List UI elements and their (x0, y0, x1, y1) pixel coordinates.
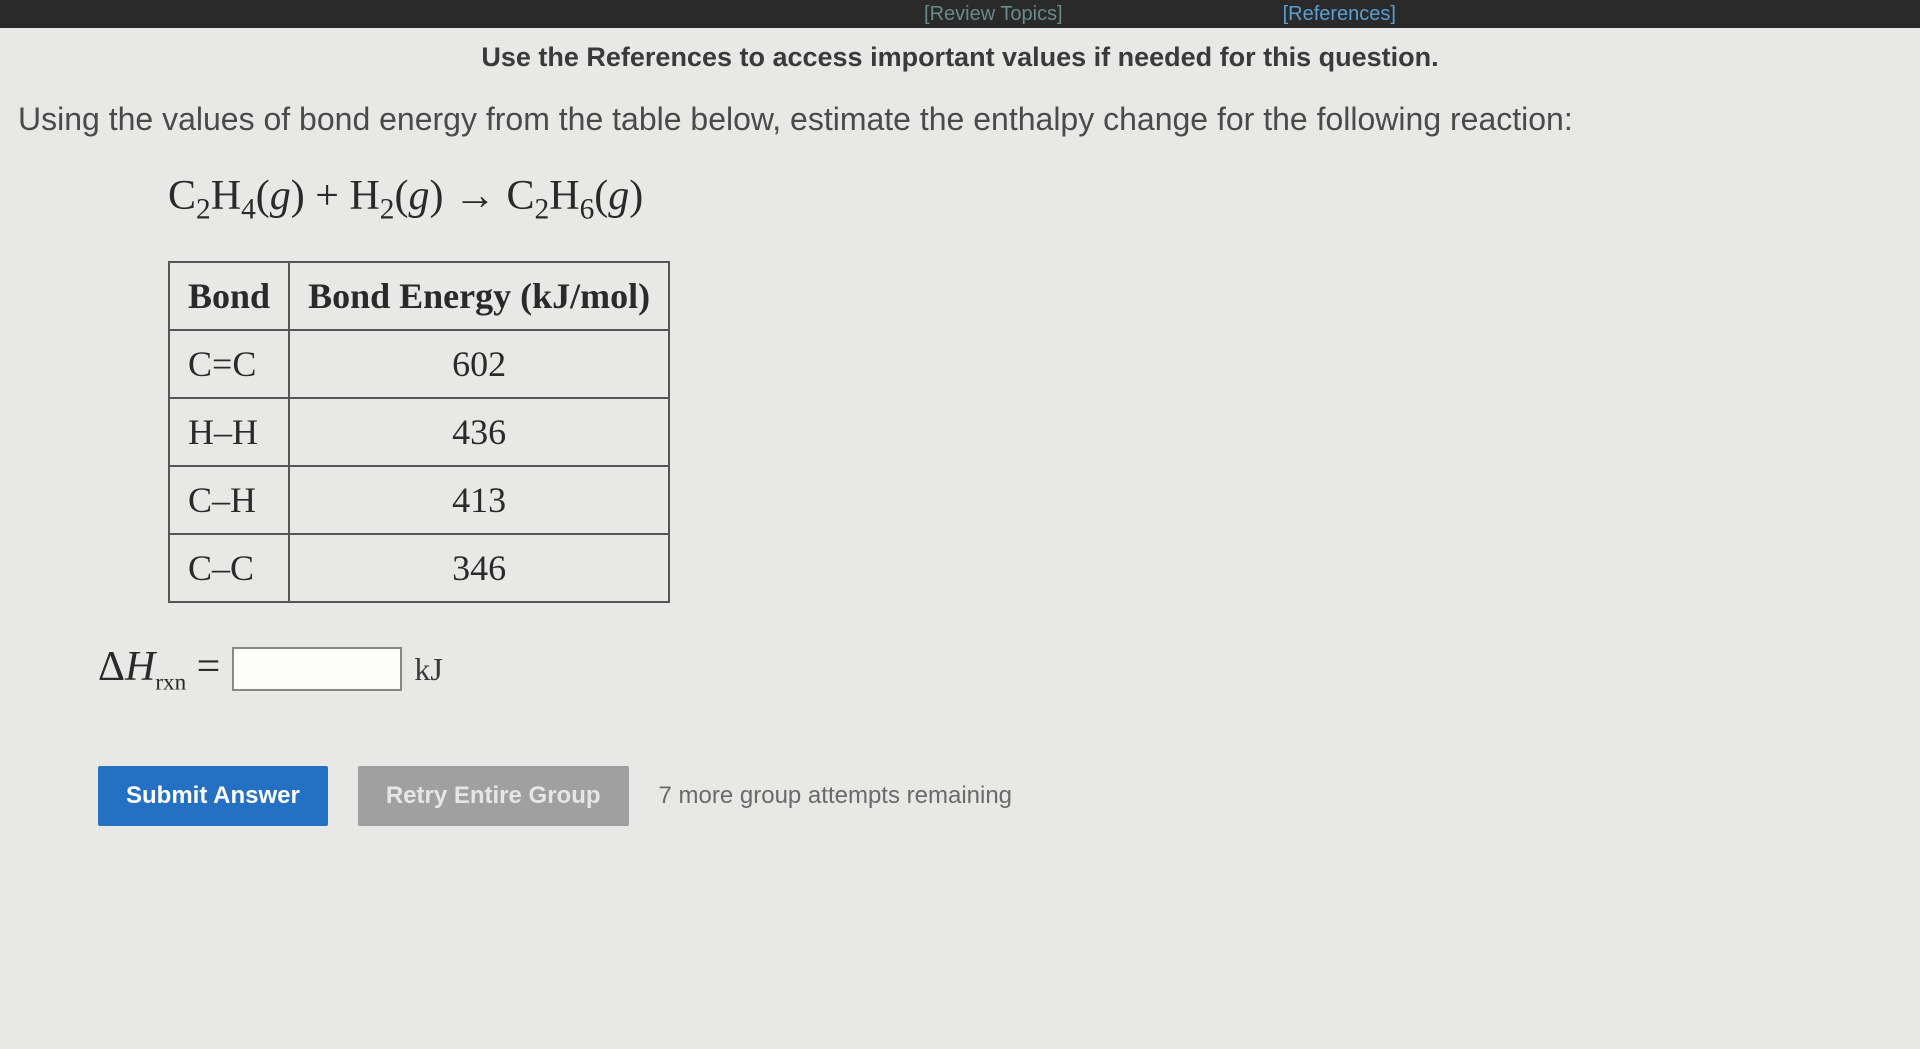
reactant1-sub2: 4 (241, 193, 256, 225)
bond-cell: H–H (169, 398, 289, 466)
reactant2-sub: 2 (380, 193, 395, 225)
energy-cell: 602 (289, 330, 669, 398)
answer-row: ΔHrxn = kJ (98, 643, 1902, 695)
topbar: [Review Topics] [References] (0, 0, 1920, 28)
table-row: C–H 413 (169, 466, 669, 534)
bond-cell: C=C (169, 330, 289, 398)
product-sub1: 2 (535, 193, 550, 225)
rxn-subscript: rxn (155, 669, 186, 695)
bond-cell: C–H (169, 466, 289, 534)
reactant1-c: C (168, 173, 196, 219)
product-sub2: 6 (580, 193, 595, 225)
enthalpy-input[interactable] (232, 647, 402, 691)
reactant1-h: H (211, 173, 241, 219)
unit-label: kJ (414, 651, 442, 688)
question-content: Using the values of bond energy from the… (0, 87, 1920, 836)
delta-h-label: ΔHrxn = (98, 643, 220, 695)
energy-cell: 413 (289, 466, 669, 534)
reaction-equation: C2H4(g) + H2(g) → C2H6(g) (168, 172, 1902, 226)
review-topics-link[interactable]: [Review Topics] (924, 3, 1063, 26)
h-symbol: H (125, 644, 155, 690)
table-row: C=C 602 (169, 330, 669, 398)
bond-energy-table: Bond Bond Energy (kJ/mol) C=C 602 H–H 43… (168, 261, 670, 603)
phase-g3: g (608, 173, 629, 219)
bond-cell: C–C (169, 534, 289, 602)
product-c: C (507, 173, 535, 219)
energy-cell: 346 (289, 534, 669, 602)
phase-g2: g (409, 173, 430, 219)
product-h: H (549, 173, 579, 219)
plus-sign: + (305, 173, 350, 219)
submit-answer-button[interactable]: Submit Answer (98, 766, 328, 826)
instruction-text: Use the References to access important v… (0, 28, 1920, 87)
retry-group-button[interactable]: Retry Entire Group (358, 766, 629, 826)
table-row: H–H 436 (169, 398, 669, 466)
equals-sign: = (186, 644, 220, 690)
arrow: → (444, 173, 507, 219)
table-header-row: Bond Bond Energy (kJ/mol) (169, 262, 669, 330)
phase-g1: g (270, 173, 291, 219)
reactant2-h: H (349, 173, 379, 219)
references-link[interactable]: [References] (1283, 3, 1396, 26)
col-header-bond: Bond (169, 262, 289, 330)
button-row: Submit Answer Retry Entire Group 7 more … (98, 766, 1902, 826)
attempts-remaining-text: 7 more group attempts remaining (659, 782, 1013, 810)
delta-symbol: Δ (98, 644, 125, 690)
question-prompt: Using the values of bond energy from the… (18, 97, 1902, 142)
table-row: C–C 346 (169, 534, 669, 602)
reactant1-sub1: 2 (196, 193, 211, 225)
energy-cell: 436 (289, 398, 669, 466)
col-header-energy: Bond Energy (kJ/mol) (289, 262, 669, 330)
